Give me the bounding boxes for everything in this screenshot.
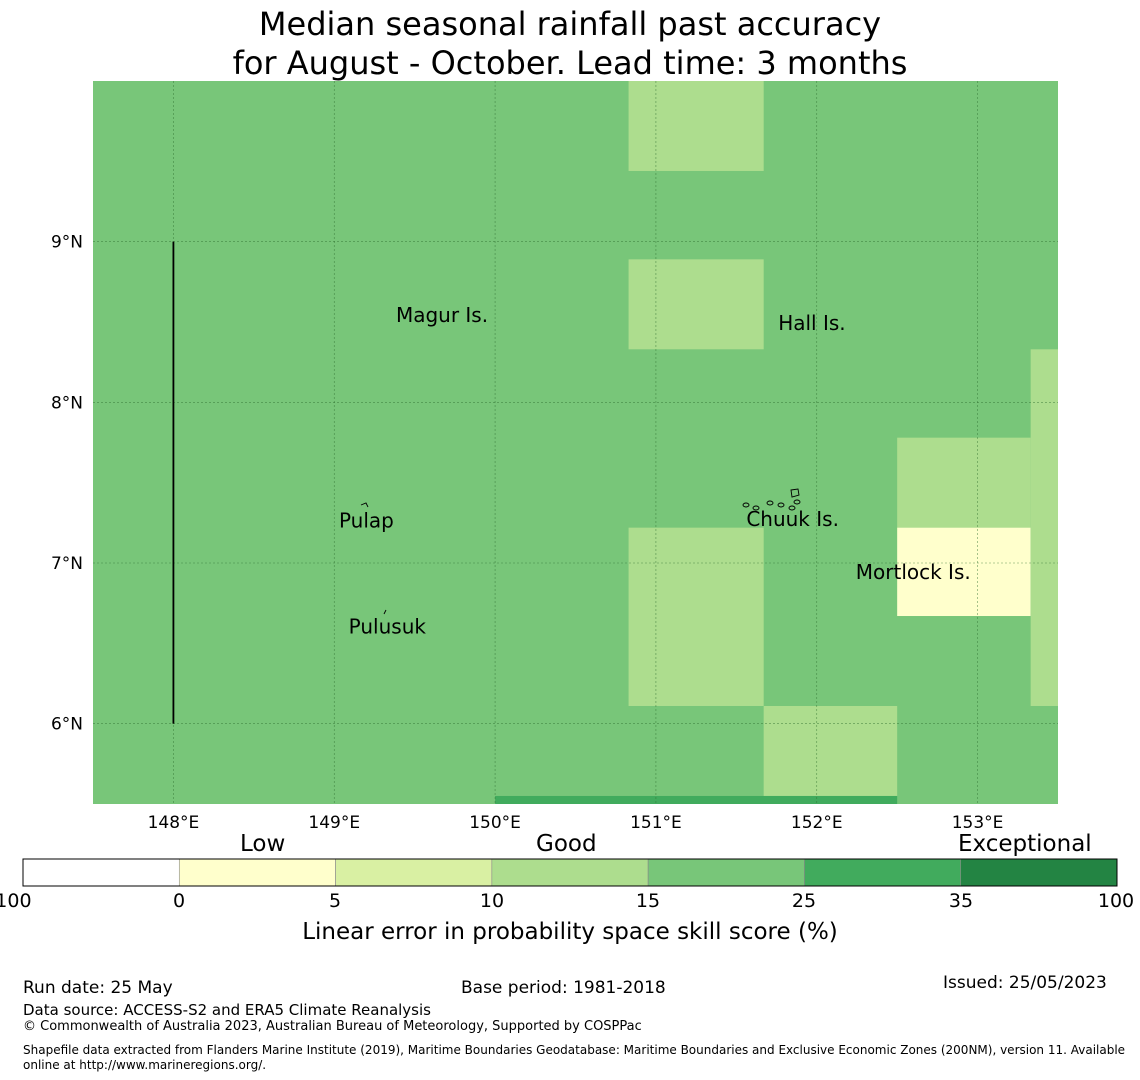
colorbar-tick: 5 <box>328 890 342 912</box>
place-label: Magur Is. <box>396 303 488 327</box>
y-tick-label: 9°N <box>51 233 83 253</box>
island-outline <box>360 502 369 508</box>
map-title-line1: Median seasonal rainfall past accuracy <box>258 5 882 43</box>
colorbar-swatch <box>335 858 493 887</box>
map-grid-cell <box>495 795 898 804</box>
colorbar-tick: 25 <box>791 890 817 912</box>
colorbar-swatch <box>491 858 649 887</box>
map-grid-cell <box>897 527 1031 617</box>
x-tick-label: 149°E <box>308 813 360 833</box>
map-grid-cell <box>1030 349 1058 706</box>
place-label: Hall Is. <box>778 311 845 335</box>
island-outline <box>766 500 774 506</box>
place-label: Pulusuk <box>349 615 427 639</box>
shapefile-credit-line1: Shapefile data extracted from Flanders M… <box>23 1043 1126 1057</box>
y-tick-label: 7°N <box>51 554 83 574</box>
colorbar-group-exceptional: Exceptional <box>958 831 1092 857</box>
y-tick-label: 6°N <box>51 715 83 735</box>
run-date: Run date: 25 May <box>23 978 173 998</box>
colorbar-tick: -100 <box>0 890 32 912</box>
colorbar-tick: 10 <box>479 890 505 912</box>
island-outline <box>788 505 796 511</box>
colorbar-frame <box>22 858 1118 887</box>
base-period: Base period: 1981-2018 <box>461 978 666 998</box>
colorbar-group-good: Good <box>536 831 597 857</box>
x-tick-label: 150°E <box>469 813 521 833</box>
x-tick-label: 151°E <box>630 813 682 833</box>
place-label: Mortlock Is. <box>856 560 971 584</box>
data-source: Data source: ACCESS-S2 and ERA5 Climate … <box>23 1001 431 1019</box>
x-tick-label: 152°E <box>791 813 843 833</box>
island-outline <box>790 488 800 498</box>
place-label: Chuuk Is. <box>746 507 839 531</box>
colorbar-swatch <box>178 858 336 887</box>
island-outline <box>793 499 801 505</box>
place-label: Pulap <box>339 509 394 533</box>
x-tick-label: 153°E <box>952 813 1004 833</box>
colorbar-group-low: Low <box>240 831 286 857</box>
skill-map: 148°E 149°E 150°E 151°E 152°E 153°E 9°N 8°N 7°N 6… <box>22 81 1118 887</box>
map-grid-cell <box>628 527 764 706</box>
x-tick-label: 148°E <box>148 813 200 833</box>
issued-date: Issued: 25/05/2023 <box>943 973 1107 993</box>
island-outline <box>742 502 750 508</box>
map-grid-cell <box>628 259 764 350</box>
map-grid-cell <box>763 705 898 796</box>
island-outline <box>752 505 760 511</box>
colorbar-swatch <box>647 858 805 887</box>
island-outline <box>777 502 785 508</box>
y-tick-label: 8°N <box>51 393 83 413</box>
colorbar-tick: 0 <box>172 890 186 912</box>
shapefile-credit-line2: online at http://www.marineregions.org/. <box>23 1058 267 1072</box>
map-grid-cell <box>897 437 1031 528</box>
colorbar-tick: 100 <box>1097 890 1135 912</box>
colorbar-swatch <box>22 858 180 887</box>
colorbar-axis-label: Linear error in probability space skill … <box>302 919 838 945</box>
island-outline <box>383 609 387 615</box>
copyright: © Commonwealth of Australia 2023, Austra… <box>23 1019 642 1034</box>
colorbar-tick: 15 <box>635 890 661 912</box>
colorbar-tick: 35 <box>948 890 974 912</box>
map-title-line2: for August - October. Lead time: 3 month… <box>232 44 908 82</box>
colorbar-swatch <box>804 858 962 887</box>
map-grid-cell <box>628 81 764 171</box>
colorbar-swatch <box>960 858 1118 887</box>
